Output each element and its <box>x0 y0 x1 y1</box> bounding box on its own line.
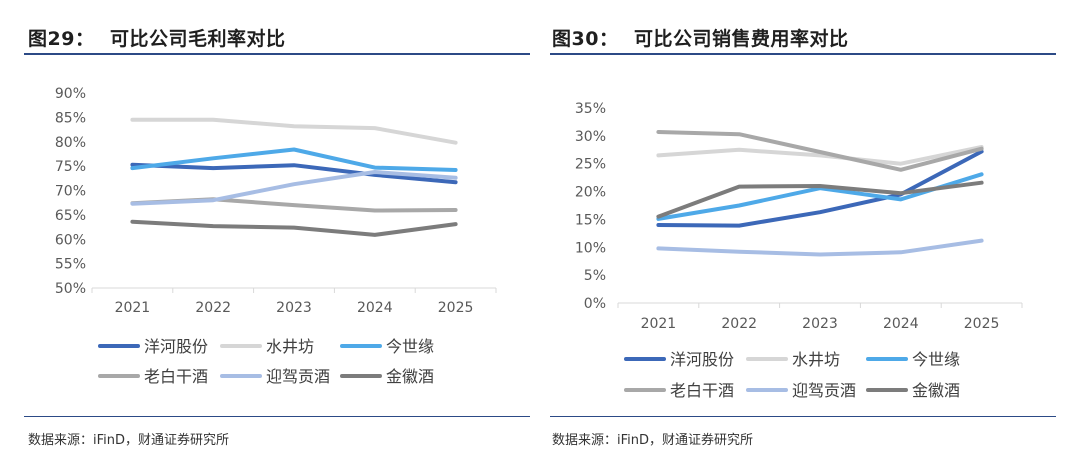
line-chart-selling-expense: 0% 5% 10% 15% 20% 25% 30% 35% 2021 2022 2023 2024 20… <box>575 101 1023 400</box>
footer-rule <box>550 416 1056 417</box>
title-underline <box>24 53 530 55</box>
legend-label: 迎驾贡酒 <box>266 367 330 386</box>
chart-panel-gross-margin: 图29： 可比公司毛利率对比 50% 55% 60% 65% 70% 75% 80% 85% 90… <box>24 24 530 448</box>
x-tick-label: 2021 <box>115 300 151 316</box>
x-tick-label: 2021 <box>641 316 677 332</box>
y-tick-label: 0% <box>584 296 606 312</box>
figure-title-text: 可比公司毛利率对比 <box>110 28 286 50</box>
figure-title-text: 可比公司销售费用率对比 <box>634 28 849 50</box>
series-line <box>130 117 458 145</box>
x-tick-label: 2025 <box>438 300 474 316</box>
legend-label: 洋河股份 <box>670 350 734 369</box>
legend-label: 水井坊 <box>792 350 840 369</box>
x-tick-label: 2024 <box>357 300 393 316</box>
series-line <box>656 149 984 228</box>
y-tick-label: 35% <box>575 101 606 117</box>
y-tick-label: 80% <box>55 135 86 151</box>
legend-label: 老白干酒 <box>670 381 734 400</box>
y-tick-label: 5% <box>584 268 606 284</box>
x-tick-label: 2024 <box>883 316 919 332</box>
series-line <box>130 219 458 237</box>
y-tick-label: 30% <box>575 129 606 145</box>
y-tick-label: 90% <box>55 86 86 102</box>
legend-label: 洋河股份 <box>144 337 208 356</box>
x-tick-label: 2022 <box>195 300 231 316</box>
x-tick-label: 2023 <box>276 300 312 316</box>
y-tick-label: 55% <box>55 257 86 273</box>
y-tick-label: 70% <box>55 184 86 200</box>
source-note: 数据来源：iFinD，财通证券研究所 <box>28 433 230 448</box>
line-chart-gross-margin: 50% 55% 60% 65% 70% 75% 80% 85% 90% 2021 2022 2023 2… <box>55 86 497 386</box>
x-tick-label: 2023 <box>802 316 838 332</box>
footer-rule <box>24 416 530 417</box>
legend-label: 今世缘 <box>386 337 434 356</box>
series-line <box>130 147 458 172</box>
y-tick-label: 20% <box>575 185 606 201</box>
series-line <box>656 145 984 166</box>
legend-label: 迎驾贡酒 <box>792 381 856 400</box>
source-note: 数据来源：iFinD，财通证券研究所 <box>552 433 754 448</box>
y-tick-label: 25% <box>575 157 606 173</box>
chart-panel-selling-expense: 图30： 可比公司销售费用率对比 0% 5% 10% 15% 20% 25% 30% 35% 20… <box>550 0 1080 461</box>
y-tick-label: 85% <box>55 110 86 126</box>
y-tick-label: 50% <box>55 281 86 297</box>
series-line <box>656 130 984 172</box>
y-tick-label: 10% <box>575 240 606 256</box>
legend-label: 金徽酒 <box>912 381 960 400</box>
title-underline <box>550 53 1056 55</box>
series-line <box>130 170 458 206</box>
figure-title: 图29： 可比公司毛利率对比 <box>28 24 286 51</box>
series-line <box>656 238 984 257</box>
legend-label: 今世缘 <box>912 350 960 369</box>
y-tick-label: 65% <box>55 208 86 224</box>
x-tick-label: 2025 <box>964 316 1000 332</box>
figure-number: 图30： <box>552 28 619 50</box>
y-tick-label: 60% <box>55 232 86 248</box>
y-tick-label: 15% <box>575 212 606 228</box>
legend-label: 老白干酒 <box>144 367 208 386</box>
legend-label: 金徽酒 <box>386 367 434 386</box>
series-line <box>130 162 458 185</box>
y-tick-label: 75% <box>55 159 86 175</box>
figure-title: 图30： 可比公司销售费用率对比 <box>552 24 849 51</box>
figure-number: 图29： <box>28 28 95 50</box>
x-tick-label: 2022 <box>721 316 757 332</box>
legend-label: 水井坊 <box>266 337 314 356</box>
series-line <box>656 180 984 219</box>
